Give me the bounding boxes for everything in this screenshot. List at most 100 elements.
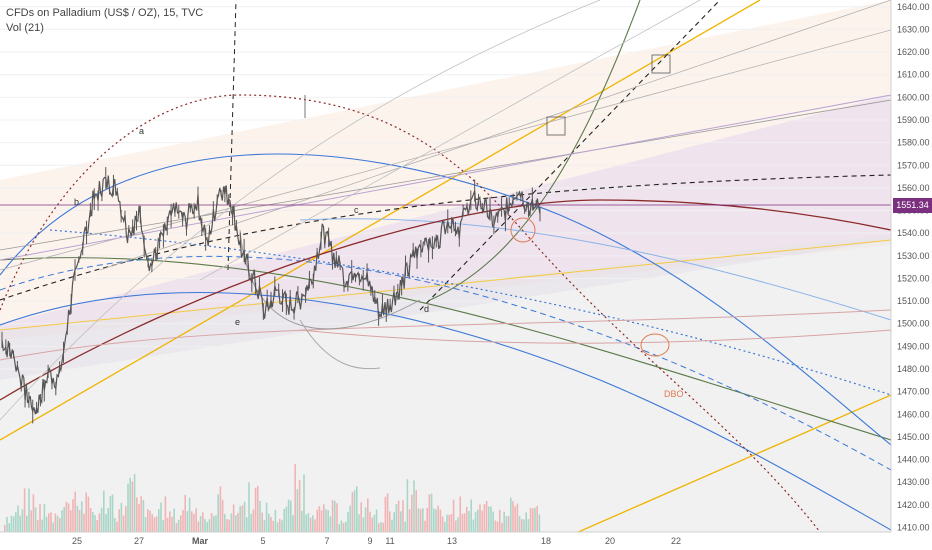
volume-bar [481, 510, 483, 532]
volume-bar [107, 508, 109, 532]
grey-arc-small [299, 319, 381, 370]
volume-bar [389, 511, 391, 532]
volume-bar [96, 520, 98, 532]
volume-bar [391, 519, 393, 532]
y-tick-label: 1520.00 [897, 273, 930, 283]
y-tick-label: 1510.00 [897, 296, 930, 306]
volume-bar [334, 500, 336, 532]
volume-bar [226, 519, 228, 532]
square-marker-2 [651, 54, 671, 74]
volume-bar [472, 519, 475, 532]
gold-trendline-lower [576, 394, 891, 532]
volume-bar [65, 501, 68, 532]
volume-bar [140, 496, 142, 532]
time-axis[interactable]: 25 27 Mar 5 7 9 11 13 18 20 22 [72, 536, 681, 546]
y-tick-label: 1440.00 [897, 455, 930, 465]
volume-bar [100, 507, 103, 532]
price-series [1, 167, 541, 424]
volume-bar [206, 522, 208, 532]
volume-bar [261, 512, 263, 532]
volume-bar [204, 519, 206, 532]
label-b: b [74, 197, 79, 207]
volume-bar [105, 514, 107, 532]
volume-bar [411, 494, 413, 532]
volume-bar [17, 505, 19, 532]
volume-bar [433, 508, 435, 532]
volume-bar [87, 496, 90, 532]
y-tick-label: 1620.00 [897, 47, 930, 57]
volume-bar [272, 520, 274, 532]
volume-bar [246, 517, 248, 532]
volume-bar [274, 509, 277, 532]
volume-bar [120, 502, 123, 532]
volume-bar [400, 511, 402, 532]
volume-bar [208, 519, 211, 532]
volume-indicator-label[interactable]: Vol (21) [6, 22, 44, 34]
volume-bar [529, 507, 532, 532]
volume-bar [89, 508, 92, 532]
volume-bar [532, 508, 534, 532]
volume-bar [219, 486, 222, 532]
black-dashed-vertical [227, 0, 237, 271]
volume-bar [479, 504, 481, 532]
price-axis[interactable]: 1410.00 1420.00 1430.00 1440.00 1450.00 1460.… [897, 2, 930, 533]
volume-bar [448, 514, 450, 532]
volume-bar [74, 491, 76, 532]
volume-bar [279, 518, 281, 532]
volume-bar [235, 515, 237, 532]
y-tick-label: 1560.00 [897, 183, 930, 193]
volume-bar [217, 494, 219, 532]
y-tick-label: 1480.00 [897, 364, 930, 374]
volume-bar [144, 516, 147, 532]
x-tick-label: 7 [324, 536, 329, 546]
volume-bar [193, 513, 195, 532]
chart-title[interactable]: CFDs on Palladium (US$ / OZ), 15, TVC [6, 7, 204, 19]
background-fills [0, 0, 891, 532]
y-tick-label: 1490.00 [897, 341, 930, 351]
y-tick-label: 1630.00 [897, 24, 930, 34]
volume-bar [114, 518, 116, 532]
volume-bar [367, 498, 369, 532]
volume-bar [125, 506, 127, 532]
volume-bar [342, 522, 345, 532]
volume-bar [118, 509, 120, 532]
volume-bar [248, 482, 250, 532]
volume-bar [43, 504, 46, 532]
volume-bar [356, 486, 358, 532]
volume-bar [290, 500, 292, 532]
volume-bar [450, 514, 453, 532]
volume-bar [6, 516, 8, 532]
volume-bar [265, 502, 268, 532]
volume-bar [395, 504, 398, 532]
volume-bar [177, 519, 180, 532]
volume-bar [483, 504, 486, 532]
volume-bar [122, 515, 125, 532]
volume-bar [81, 501, 83, 532]
volume-bar [538, 514, 541, 532]
volume-bar [490, 506, 492, 532]
volume-bar [171, 516, 173, 532]
volume-bar [466, 506, 468, 532]
price-line [1, 175, 541, 415]
volume-bar [136, 497, 138, 532]
volume-bar [441, 516, 444, 532]
lightblue-curve [299, 218, 891, 321]
volume-bar [153, 517, 156, 532]
volume-bar [191, 511, 193, 532]
grey-fan-5 [0, 0, 601, 421]
volume-bar [270, 516, 272, 532]
volume-bar [461, 513, 464, 532]
volume-bar [19, 515, 21, 532]
volume-bar [470, 499, 472, 532]
volume-bar [70, 510, 72, 532]
volume-bar [26, 515, 28, 532]
volume-bar [373, 514, 376, 532]
volume-bar [59, 517, 61, 532]
volume-bar [430, 493, 433, 532]
volume-bar [318, 506, 321, 532]
blue-arc-lower [0, 291, 891, 531]
volume-bar [510, 497, 512, 532]
volume-bar [34, 507, 37, 532]
orange-ellipse-1 [510, 217, 536, 243]
